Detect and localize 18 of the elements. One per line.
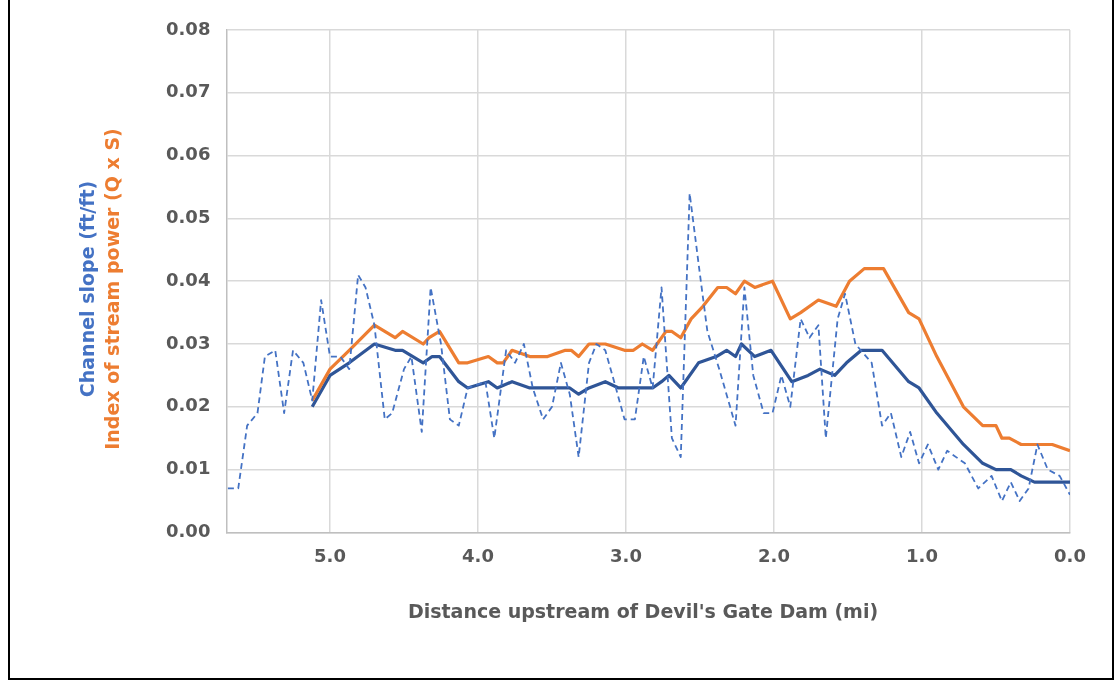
x-tick-label: 3.0: [610, 544, 642, 566]
y-axis-title: Channel slope (ft/ft) Index of stream power (Q x S): [75, 128, 124, 450]
x-tick-label: 1.0: [906, 544, 938, 566]
y-tick-label: 0.03: [165, 331, 211, 353]
x-tick-label: 0.0: [1054, 544, 1086, 566]
y-tick-label: 0.05: [165, 206, 211, 228]
y-tick-label: 0.07: [165, 80, 211, 102]
y-tick-label: 0.02: [165, 394, 211, 416]
x-tick-label: 4.0: [462, 544, 494, 566]
line-series: [226, 192, 1070, 502]
y-tick-label: 0.06: [165, 143, 211, 165]
x-tick-label: 2.0: [758, 544, 790, 566]
x-axis-title: Distance upstream of Devil's Gate Dam (mi): [407, 600, 879, 622]
x-tick-label: 5.0: [314, 544, 346, 566]
y-tick-label: 0.00: [165, 520, 211, 542]
y-tick-label: 0.08: [165, 17, 211, 39]
y-tick-label: 0.01: [165, 457, 211, 479]
y-tick-label: 0.04: [165, 268, 211, 290]
